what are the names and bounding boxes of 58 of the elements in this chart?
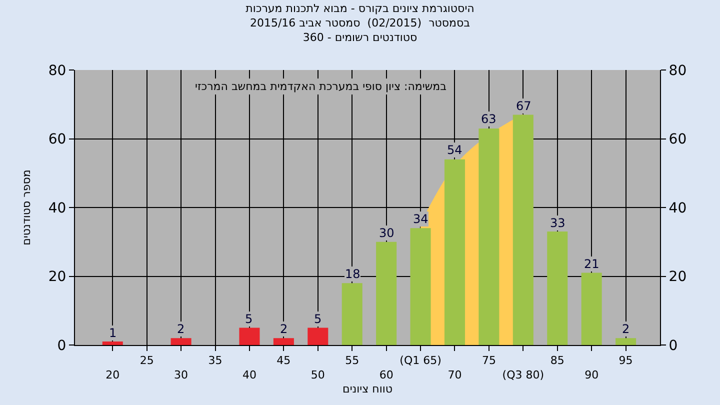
bar [616, 338, 636, 345]
x-tick-label: 30 [174, 368, 188, 382]
bar [581, 272, 602, 345]
x-axis-title: טווח ציונים [342, 382, 392, 396]
chart-title: היסטוגרמת ציונים בקורס - מבוא לתכנות מערכות בסמסטר (02/2015) סמסטר אביב 2015/16 סטודנטים רשומים - 360 [246, 2, 474, 44]
y-tick-label: 20 [48, 269, 66, 286]
bar [512, 114, 534, 345]
x-tick-label: 25 [140, 354, 154, 368]
data-label: 1 [109, 326, 117, 340]
x-tick-label: 55 [345, 354, 360, 368]
y-tick-label: 0 [57, 338, 66, 354]
x-tick-label: 20 [106, 368, 120, 382]
bar [170, 338, 192, 345]
x-tick-label: 85 [550, 354, 564, 368]
bar [547, 232, 568, 345]
data-label: 34 [413, 212, 428, 226]
annotation: במשימה: ציון סופי במערכת האקדמית במחשב המרכזי [195, 80, 446, 93]
x-tick-label: 40 [242, 368, 256, 382]
y2-tick-label: 40 [668, 200, 687, 216]
bar [308, 328, 328, 345]
bar [239, 328, 260, 345]
data-label: 54 [447, 143, 462, 157]
x-tick-label: 45 [276, 354, 291, 368]
x-tick-label: 70 [448, 368, 462, 382]
bar [102, 342, 123, 345]
y2-tick-label: 80 [668, 62, 687, 79]
data-label: 21 [584, 257, 600, 271]
bar [478, 128, 500, 345]
bar [342, 283, 362, 345]
bar [376, 242, 397, 345]
x-tick-label: (Q3 80) [502, 368, 544, 382]
data-label: 2 [280, 322, 288, 336]
y2-tick-label: 60 [668, 132, 687, 148]
x-tick-label: 90 [584, 368, 599, 382]
y2-tick-label: 20 [668, 269, 687, 286]
y-tick-label: 80 [48, 62, 66, 79]
bar [273, 338, 294, 345]
y-tick-label: 40 [48, 200, 66, 216]
data-label: 30 [379, 226, 394, 240]
bar [444, 159, 465, 345]
x-tick-label: 95 [618, 354, 633, 368]
x-tick-label: 35 [208, 354, 222, 368]
y2-tick-label: 0 [668, 338, 678, 354]
bar [410, 228, 431, 345]
x-tick-label: (Q1 65) [400, 354, 442, 368]
x-tick-label: 75 [482, 354, 496, 368]
data-label: 18 [345, 267, 360, 281]
data-label: 63 [481, 112, 496, 126]
data-label: 33 [550, 216, 566, 230]
y-tick-label: 60 [48, 132, 66, 148]
x-tick-label: 60 [379, 368, 394, 382]
data-label: 67 [516, 99, 532, 113]
x-tick-label: 50 [310, 368, 325, 382]
y-axis-title: מספר סטודנטים [20, 170, 34, 246]
data-label: 5 [245, 312, 253, 326]
data-label: 5 [314, 312, 322, 326]
data-label: 2 [177, 322, 185, 336]
data-label: 2 [622, 322, 630, 336]
